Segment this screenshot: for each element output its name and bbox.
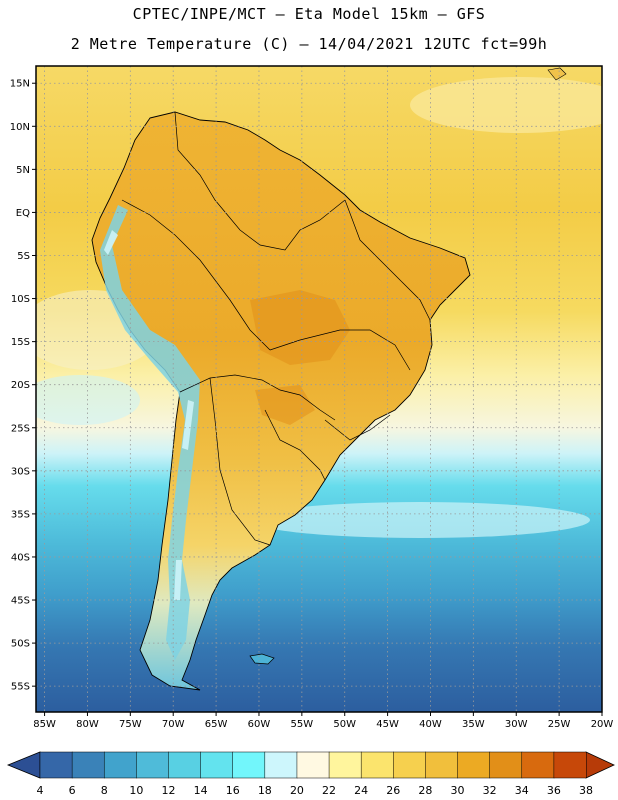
colorbar-high-arrow bbox=[585, 751, 615, 779]
colorbar-swatch bbox=[168, 751, 202, 779]
colorbar-label: 4 bbox=[37, 784, 44, 797]
andes-cold-ridge bbox=[100, 205, 200, 660]
border-peru-brazil bbox=[121, 199, 271, 351]
map-frame bbox=[35, 65, 603, 713]
colorbar-swatch bbox=[136, 751, 170, 779]
border-brazil-states-north bbox=[344, 199, 431, 321]
colorbar-low-arrow bbox=[6, 751, 41, 779]
colorbar-swatch bbox=[39, 751, 73, 779]
longitude-tick-label: 80W bbox=[76, 719, 99, 730]
chart-title-line-2: 2 Metre Temperature (C) – 14/04/2021 12U… bbox=[70, 35, 548, 53]
colorbar-label: 26 bbox=[386, 784, 400, 797]
longitude-tick-label: 65W bbox=[205, 719, 228, 730]
longitude-tick-label: 50W bbox=[333, 719, 356, 730]
colorbar-swatch bbox=[264, 751, 298, 779]
border-argentina-uruguay bbox=[264, 409, 326, 481]
latitude-tick-label: 15N bbox=[10, 79, 30, 90]
latitude-tick-label: 5N bbox=[16, 165, 30, 176]
longitude-axis: 85W 80W 75W 70W 65W 60W 55W 50W 45W 40W 35W 30W 25W 2… bbox=[33, 712, 613, 730]
colorbar-label: 38 bbox=[579, 784, 593, 797]
colorbar-swatch bbox=[200, 751, 234, 779]
longitude-tick-label: 70W bbox=[162, 719, 185, 730]
colorbar-swatch bbox=[360, 751, 394, 779]
colorbar-label: 28 bbox=[418, 784, 432, 797]
latitude-tick-label: 50S bbox=[11, 639, 30, 650]
latitude-tick-label: 5S bbox=[17, 251, 30, 262]
caribbean-island bbox=[547, 67, 567, 81]
colorbar-swatch bbox=[296, 751, 330, 779]
latitude-tick-label: 35S bbox=[11, 509, 30, 520]
border-venezuela-colombia-brazil bbox=[174, 111, 346, 251]
chart-title-line-1: CPTEC/INPE/MCT – Eta Model 15km – GFS bbox=[132, 5, 486, 23]
colorbar-label: 32 bbox=[483, 784, 497, 797]
latitude-tick-label: 25S bbox=[11, 423, 30, 434]
colorbar-swatch bbox=[393, 751, 426, 779]
colorbar-swatch bbox=[457, 751, 491, 779]
colorbar-label: 22 bbox=[322, 784, 336, 797]
longitude-tick-label: 40W bbox=[419, 719, 442, 730]
colorbar: 4 6 8 10 12 14 16 18 20 22 24 26 28 30 32 34 36 38 bbox=[6, 751, 615, 797]
latitude-tick-label: 55S bbox=[11, 682, 30, 693]
colorbar-label: 12 bbox=[161, 784, 175, 797]
latitude-tick-label: 20S bbox=[11, 380, 30, 391]
latitude-tick-label: EQ bbox=[16, 208, 30, 219]
colorbar-label: 20 bbox=[290, 784, 304, 797]
colorbar-swatch bbox=[521, 751, 555, 779]
longitude-tick-label: 55W bbox=[291, 719, 314, 730]
latitude-tick-label: 15S bbox=[11, 337, 30, 348]
colorbar-label: 18 bbox=[258, 784, 272, 797]
falkland-islands bbox=[249, 653, 275, 665]
colorbar-label: 16 bbox=[226, 784, 240, 797]
border-argentina-chile bbox=[209, 377, 271, 546]
colorbar-swatch bbox=[71, 751, 105, 779]
colorbar-label: 10 bbox=[129, 784, 143, 797]
latitude-tick-label: 10N bbox=[10, 122, 30, 133]
caribbean-cooler-patch bbox=[410, 77, 602, 133]
colorbar-label: 8 bbox=[101, 784, 108, 797]
colorbar-label: 36 bbox=[547, 784, 561, 797]
colorbar-swatch bbox=[232, 751, 266, 779]
latitude-tick-label: 10S bbox=[11, 294, 30, 305]
longitude-tick-label: 25W bbox=[548, 719, 571, 730]
border-brazil-states-central bbox=[269, 329, 411, 371]
colorbar-swatch bbox=[553, 751, 587, 779]
colorbar-label: 30 bbox=[451, 784, 465, 797]
border-brazil-states-south bbox=[324, 414, 391, 441]
latitude-tick-label: 45S bbox=[11, 596, 30, 607]
colorbar-swatch bbox=[328, 751, 362, 779]
colorbar-label: 34 bbox=[515, 784, 529, 797]
latitude-tick-label: 40S bbox=[11, 552, 30, 563]
longitude-tick-label: 30W bbox=[505, 719, 528, 730]
colorbar-swatch bbox=[489, 751, 523, 779]
colorbar-swatch bbox=[103, 751, 137, 779]
colorbar-label: 6 bbox=[69, 784, 76, 797]
longitude-tick-label: 85W bbox=[33, 719, 56, 730]
longitude-tick-label: 45W bbox=[376, 719, 399, 730]
longitude-tick-label: 20W bbox=[591, 719, 614, 730]
longitude-tick-label: 35W bbox=[462, 719, 485, 730]
longitude-tick-label: 60W bbox=[248, 719, 271, 730]
colorbar-swatch bbox=[425, 751, 459, 779]
latitude-tick-label: 30S bbox=[11, 466, 30, 477]
latitude-axis: 15N 10N 5N EQ 5S 10S 15S 20S 25S 30S 35S 40S 45S 50S 5… bbox=[10, 79, 36, 693]
colorbar-label: 14 bbox=[194, 784, 208, 797]
hot-core-region bbox=[250, 290, 350, 425]
colorbar-label: 24 bbox=[354, 784, 368, 797]
longitude-tick-label: 75W bbox=[119, 719, 142, 730]
atlantic-cool-band bbox=[250, 502, 590, 538]
pacific-cool-patch bbox=[36, 375, 140, 425]
